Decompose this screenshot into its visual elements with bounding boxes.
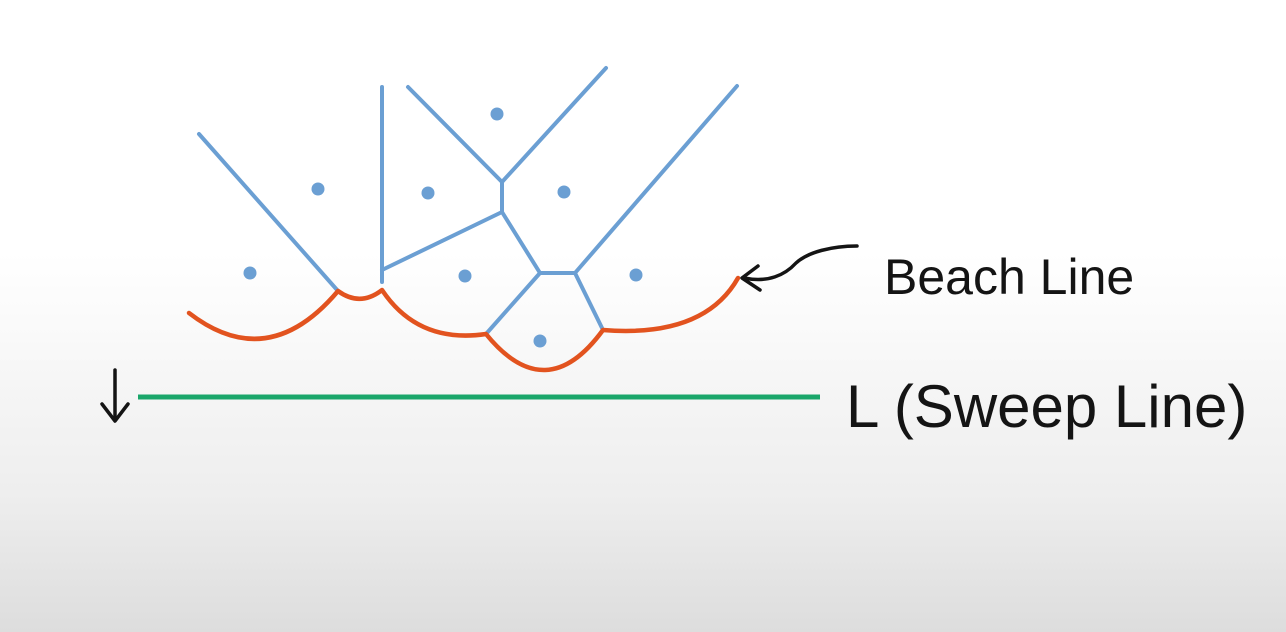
down-arrow-icon: [100, 368, 130, 423]
beach-line-label: Beach Line: [884, 249, 1135, 305]
site-point: [490, 107, 504, 121]
site-point: [421, 186, 435, 200]
site-point: [629, 268, 643, 282]
site-point: [533, 334, 547, 348]
beach-line-pointer-arrow: [740, 244, 859, 292]
sweep-line-label: L (Sweep Line): [846, 373, 1248, 440]
voronoi-edge: [500, 210, 542, 275]
voronoi-edge: [484, 271, 542, 336]
voronoi-edge: [573, 271, 605, 332]
voronoi-edge: [197, 132, 340, 293]
voronoi-edge: [500, 66, 608, 184]
voronoi-edge: [380, 210, 504, 272]
voronoi-edge: [573, 84, 739, 275]
site-point: [243, 266, 257, 280]
voronoi-edges: [197, 66, 739, 336]
site-point: [311, 182, 325, 196]
voronoi-edge: [406, 85, 504, 184]
beach-line: [186, 275, 741, 373]
site-point: [557, 185, 571, 199]
voronoi-sites: [243, 107, 643, 348]
site-point: [458, 269, 472, 283]
